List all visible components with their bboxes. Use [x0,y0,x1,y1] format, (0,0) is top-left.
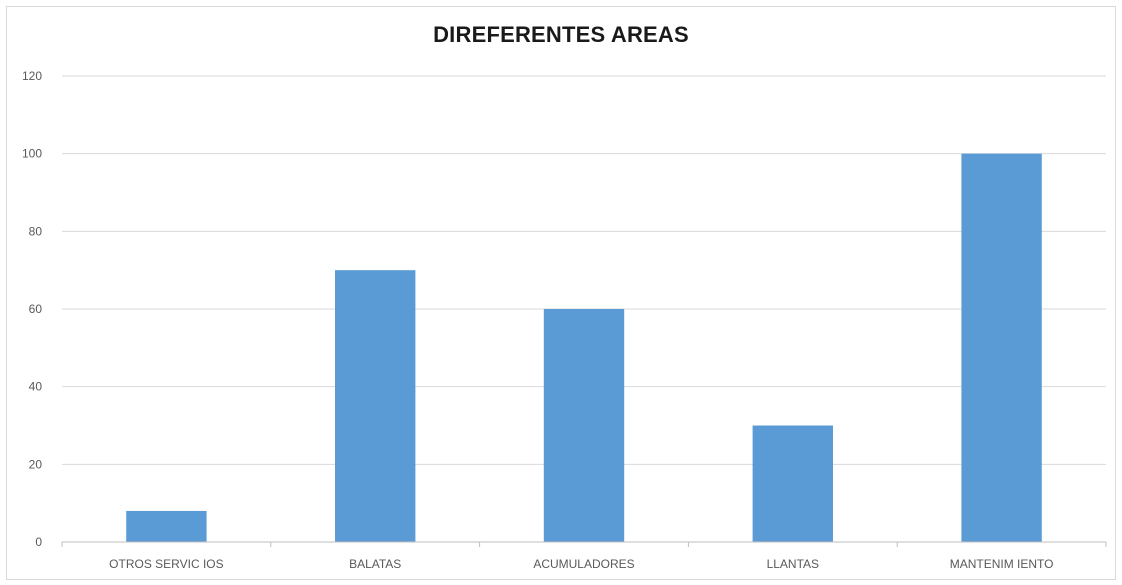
x-axis-tick-labels: OTROS SERVIC IOS BALATAS ACUMULADORES LLANT… [109,557,1053,571]
bar [752,425,833,542]
y-tick-label: 100 [22,147,42,161]
chart-title: DIREFERENTES AREAS [433,22,689,47]
x-tick-label: BALATAS [349,557,401,571]
y-tick-label: 60 [29,302,43,316]
y-axis-tick-labels: 0 20 40 60 80 100 120 [22,69,42,549]
bar [126,510,207,542]
x-axis [61,541,1107,547]
bar [961,153,1042,542]
y-tick-label: 80 [29,224,43,238]
bars [126,153,1042,542]
x-tick-label: MANTENIM IENTO [950,557,1054,571]
x-tick-label: OTROS SERVIC IOS [109,557,223,571]
bar [335,270,416,542]
x-tick-label: ACUMULADORES [533,557,634,571]
x-tick-label: LLANTAS [767,557,819,571]
y-tick-label: 120 [22,69,42,83]
y-tick-label: 20 [29,457,43,471]
y-tick-label: 0 [35,535,42,549]
y-tick-label: 40 [29,380,43,394]
bar [543,309,625,542]
